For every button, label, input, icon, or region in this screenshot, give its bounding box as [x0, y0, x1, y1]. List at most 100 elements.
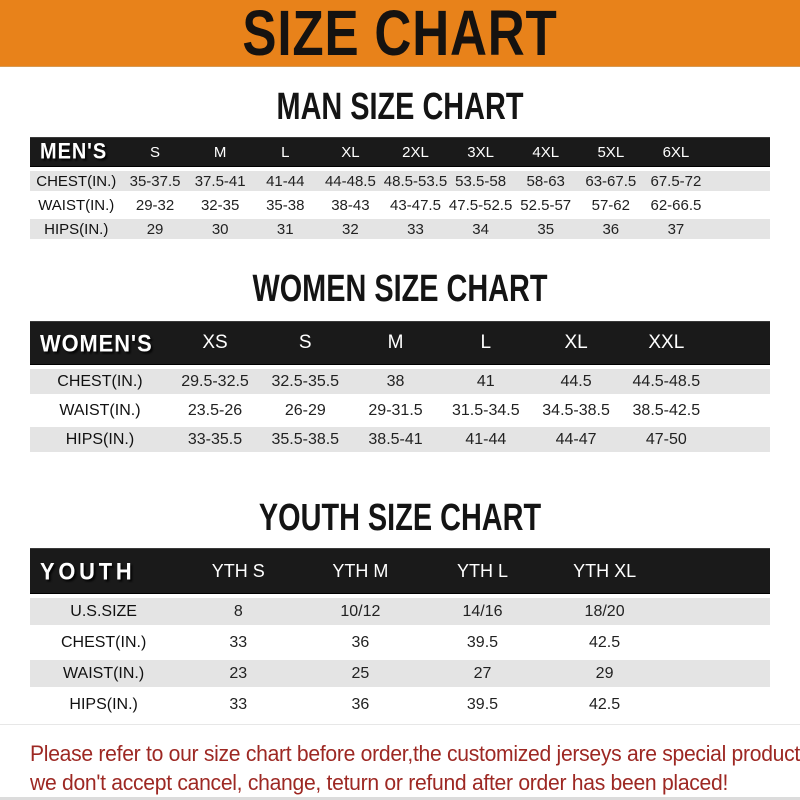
- size-value-cell: 34.5-38.5: [530, 398, 622, 423]
- row-spacer-cell: [665, 691, 770, 718]
- size-value-cell: 35-38: [252, 195, 318, 215]
- note-line-2: we don't accept cancel, change, teturn o…: [30, 770, 729, 796]
- row-label: WAIST(IN.): [30, 195, 123, 215]
- size-value-cell: 31.5-34.5: [440, 398, 531, 423]
- size-value-cell: 44-48.5: [317, 171, 383, 191]
- row-spacer-cell: [708, 171, 770, 191]
- table-row: WAIST(IN.) 23 25 27 29: [30, 660, 770, 687]
- row-label: WAIST(IN.): [30, 660, 178, 687]
- size-column-header: M: [350, 321, 441, 365]
- banner-title: SIZE CHART: [242, 0, 558, 69]
- size-column-header: YTH S: [177, 548, 300, 594]
- size-value-cell: 37: [643, 219, 709, 239]
- size-value-cell: 36: [299, 629, 422, 656]
- row-spacer-cell: [665, 660, 770, 687]
- size-value-cell: 23: [177, 660, 300, 687]
- size-value-cell: 48.5-53.5: [382, 171, 449, 191]
- row-spacer-cell: [665, 598, 770, 625]
- row-label: CHEST(IN.): [30, 171, 123, 191]
- row-label: U.S.SIZE: [30, 598, 178, 625]
- size-value-cell: 29-32: [122, 195, 188, 215]
- size-value-cell: 41: [440, 369, 531, 394]
- table-row: HIPS(IN.) 33-35.5 35.5-38.5 38.5-41 41-44 44-…: [30, 427, 770, 452]
- size-value-cell: 35.5-38.5: [260, 427, 351, 452]
- size-value-cell: 32-35: [187, 195, 253, 215]
- youth-size-table: YOUTH YTH S YTH M YTH L YTH XL U.S.SIZE 8 10/12…: [30, 544, 770, 722]
- size-column-header: YTH L: [421, 548, 544, 594]
- size-value-cell: 31: [252, 219, 318, 239]
- men-size-table-wrap: MEN'S S M L XL 2XL 3XL 4XL 5XL 6XL CHEST(IN.) 35-37…: [30, 133, 770, 243]
- youth-size-table-wrap: YOUTH YTH S YTH M YTH L YTH XL U.S.SIZE 8 10/12…: [30, 544, 770, 722]
- row-label: CHEST(IN.): [30, 629, 178, 656]
- size-value-cell: 32: [317, 219, 383, 239]
- size-value-cell: 35: [513, 219, 579, 239]
- size-value-cell: 39.5: [421, 691, 544, 718]
- table-corner-label: MEN'S: [30, 137, 123, 167]
- size-value-cell: 32.5-35.5: [260, 369, 351, 394]
- section-heading-men: MAN SIZE CHART: [276, 85, 524, 128]
- size-value-cell: 30: [187, 219, 253, 239]
- size-value-cell: 25: [299, 660, 422, 687]
- size-column-header: 3XL: [448, 137, 514, 167]
- size-value-cell: 34: [448, 219, 514, 239]
- table-corner-label: WOMEN'S: [30, 321, 170, 365]
- size-value-cell: 47.5-52.5: [448, 195, 514, 215]
- size-value-cell: 33: [177, 629, 300, 656]
- order-note: Please refer to our size chart before or…: [30, 739, 800, 797]
- table-row: WAIST(IN.) 29-32 32-35 35-38 38-43 43-47.5 47.…: [30, 195, 770, 215]
- size-value-cell: 38.5-42.5: [621, 398, 712, 423]
- table-row: CHEST(IN.) 29.5-32.5 32.5-35.5 38 41 44.5 44.5…: [30, 369, 770, 394]
- table-corner-label-text: YOUTH: [40, 556, 136, 585]
- row-spacer-cell: [665, 629, 770, 656]
- header-spacer-cell: [708, 137, 770, 167]
- size-column-header: XXL: [621, 321, 712, 365]
- size-value-cell: 41-44: [252, 171, 318, 191]
- size-value-cell: 33-35.5: [169, 427, 261, 452]
- size-column-header: M: [187, 137, 253, 167]
- table-corner-label-text: WOMEN'S: [40, 328, 153, 357]
- row-spacer-cell: [708, 195, 770, 215]
- size-value-cell: 38-43: [317, 195, 383, 215]
- row-label: HIPS(IN.): [30, 691, 178, 718]
- note-line-1: Please refer to our size chart before or…: [30, 741, 800, 767]
- table-corner-label-text: MEN'S: [40, 139, 108, 164]
- size-value-cell: 14/16: [421, 598, 544, 625]
- women-size-table-wrap: WOMEN'S XS S M L XL XXL CHEST(IN.) 29.5-32.5 32.5…: [30, 317, 770, 456]
- row-spacer-cell: [711, 427, 770, 452]
- section-heading-women: WOMEN SIZE CHART: [252, 267, 548, 310]
- header-spacer-cell: [711, 321, 770, 365]
- size-column-header: 2XL: [382, 137, 449, 167]
- table-row: HIPS(IN.) 33 36 39.5 42.5: [30, 691, 770, 718]
- size-value-cell: 42.5: [543, 629, 666, 656]
- row-label: WAIST(IN.): [30, 398, 170, 423]
- divider-line: [0, 724, 800, 726]
- size-column-header: 5XL: [578, 137, 644, 167]
- row-label: HIPS(IN.): [30, 427, 170, 452]
- size-value-cell: 27: [421, 660, 544, 687]
- size-column-header: S: [122, 137, 188, 167]
- header-row: MEN'S S M L XL 2XL 3XL 4XL 5XL 6XL: [30, 137, 770, 167]
- size-column-header: L: [252, 137, 318, 167]
- size-value-cell: 41-44: [440, 427, 531, 452]
- size-value-cell: 58-63: [513, 171, 579, 191]
- row-label: CHEST(IN.): [30, 369, 170, 394]
- row-spacer-cell: [708, 219, 770, 239]
- size-value-cell: 8: [177, 598, 300, 625]
- size-value-cell: 42.5: [543, 691, 666, 718]
- row-label: HIPS(IN.): [30, 219, 123, 239]
- size-value-cell: 62-66.5: [643, 195, 709, 215]
- size-column-header: 6XL: [643, 137, 709, 167]
- size-value-cell: 53.5-58: [448, 171, 514, 191]
- womens-size-table: WOMEN'S XS S M L XL XXL CHEST(IN.) 29.5-32.5 32.5…: [30, 317, 770, 456]
- row-spacer-cell: [711, 369, 770, 394]
- size-value-cell: 38.5-41: [350, 427, 441, 452]
- size-value-cell: 33: [382, 219, 449, 239]
- size-value-cell: 26-29: [260, 398, 351, 423]
- table-row: CHEST(IN.) 33 36 39.5 42.5: [30, 629, 770, 656]
- size-value-cell: 10/12: [299, 598, 422, 625]
- size-value-cell: 57-62: [578, 195, 644, 215]
- size-value-cell: 37.5-41: [187, 171, 253, 191]
- table-row: HIPS(IN.) 29 30 31 32 33 34 35 36 37: [30, 219, 770, 239]
- size-column-header: XL: [530, 321, 622, 365]
